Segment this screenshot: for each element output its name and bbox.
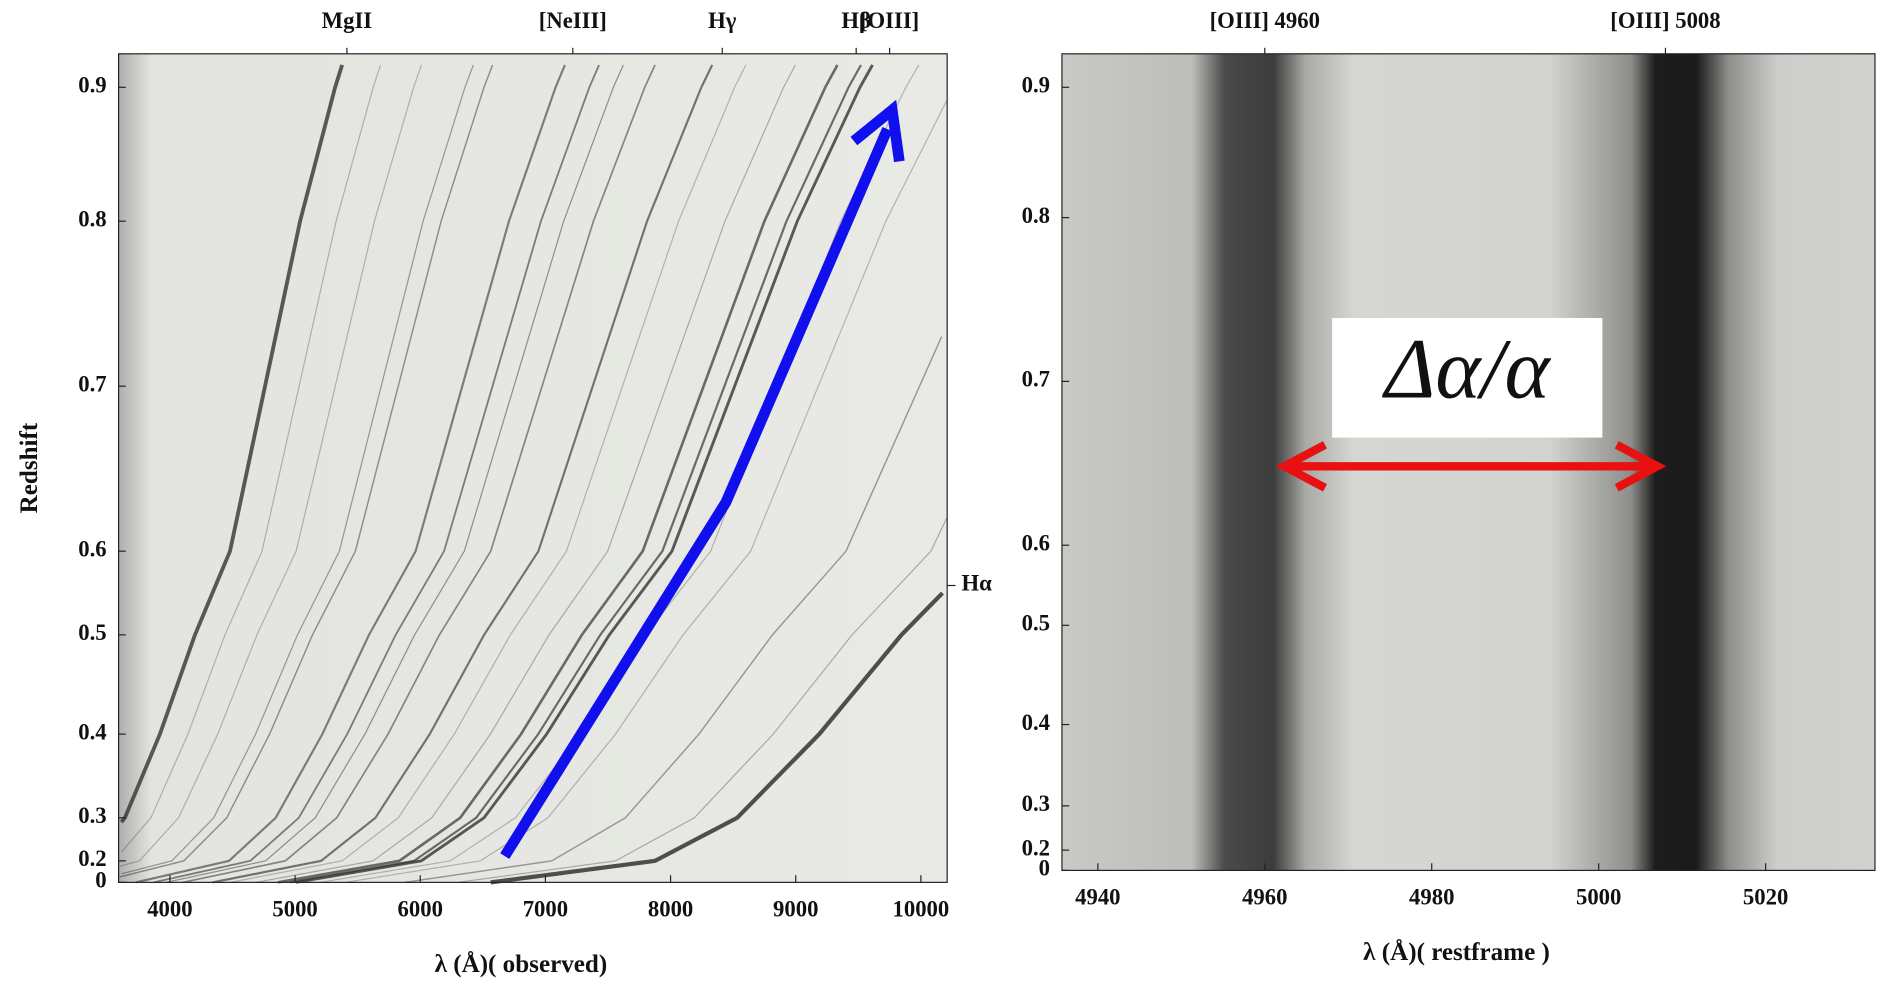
- line-track: [135, 64, 566, 884]
- line-track: [121, 64, 474, 875]
- y-tick-label: 0.5: [78, 620, 106, 645]
- annotation-box: [1332, 318, 1603, 438]
- spectra-image: [118, 53, 948, 883]
- line-track: [119, 64, 494, 878]
- line-track: [457, 517, 948, 883]
- y-tick-label: 0.9: [1022, 72, 1050, 97]
- top-tick-label: [NeIII]: [539, 8, 607, 33]
- line-track: [404, 336, 943, 884]
- x-axis-title: λ (Å)( restframe ): [1363, 938, 1550, 966]
- x-tick-label: 5000: [1576, 884, 1621, 909]
- x-tick-label: 4980: [1409, 884, 1454, 909]
- x-tick-label: 9000: [773, 896, 818, 921]
- line-track: [153, 64, 600, 884]
- y-tick-label: 0.7: [1022, 367, 1050, 392]
- line-track: [166, 64, 624, 883]
- arrow-head: [850, 99, 905, 163]
- y-tick-label: 0.8: [1022, 203, 1050, 228]
- arrow-head: [1275, 441, 1327, 492]
- y-tick-label: 0.2: [78, 846, 106, 871]
- x-tick-label: 5000: [272, 896, 317, 921]
- x-tick-label: 4960: [1242, 884, 1287, 909]
- y-tick-label: 0.7: [78, 371, 106, 396]
- y-tick-label: 0.8: [78, 206, 106, 231]
- line-track: [120, 64, 382, 853]
- y-axis-title: Redshift: [16, 422, 43, 513]
- top-tick-label: MgII: [322, 8, 373, 33]
- y-tick-label: 0.5: [1022, 611, 1050, 636]
- y-tick-label: 0.6: [78, 536, 106, 561]
- axes: 4000 5000 6000 7000 8000 9000 1000000.20.30.40…: [16, 8, 1876, 978]
- x-axis-title: λ (Å)( observed): [435, 950, 608, 978]
- x-tick-label: 4000: [147, 896, 192, 921]
- plot-frame: [1061, 53, 1876, 872]
- x-tick-label: 7000: [523, 896, 568, 921]
- line-track: [119, 64, 423, 867]
- y-tick-label: 0.6: [1022, 530, 1050, 555]
- top-tick-label: [OIII]: [860, 8, 919, 33]
- line-track: [295, 64, 874, 884]
- line-track: [212, 64, 714, 884]
- x-tick-label: 4940: [1075, 884, 1120, 909]
- top-tick-label: Hβ: [841, 8, 871, 33]
- line-track: [119, 64, 344, 824]
- top-tick-label: [OIII] 4960: [1210, 8, 1320, 33]
- top-tick-label: [OIII] 5008: [1610, 8, 1720, 33]
- line-track: [490, 591, 944, 885]
- line-track: [229, 64, 747, 883]
- trend-arrow: [500, 126, 893, 859]
- spectral-lines: [119, 64, 948, 885]
- y-tick-label: 0: [1039, 856, 1050, 881]
- y-tick-label: 0.9: [78, 72, 106, 97]
- line-track: [182, 64, 656, 884]
- top-tick-label: Hγ: [708, 8, 737, 33]
- y-tick-label: 0.3: [78, 803, 106, 828]
- line-track: [277, 64, 839, 884]
- y-tick-label: 0: [95, 868, 106, 893]
- y-tick-label: 0.4: [1022, 710, 1050, 735]
- right-tick-label: Hα: [962, 571, 993, 596]
- y-tick-label: 0.3: [1022, 791, 1050, 816]
- line-track: [345, 100, 948, 883]
- annotation: Δα/α: [1382, 321, 1552, 417]
- y-tick-label: 0.4: [78, 719, 106, 744]
- x-tick-label: 10000: [893, 896, 950, 921]
- x-tick-label: 8000: [648, 896, 693, 921]
- arrow-head: [1614, 441, 1667, 492]
- x-tick-label: 6000: [398, 896, 443, 921]
- plot-frame: [118, 53, 948, 883]
- line-track: [255, 64, 796, 883]
- y-tick-label: 0.2: [1022, 835, 1050, 860]
- x-tick-label: 5020: [1743, 884, 1788, 909]
